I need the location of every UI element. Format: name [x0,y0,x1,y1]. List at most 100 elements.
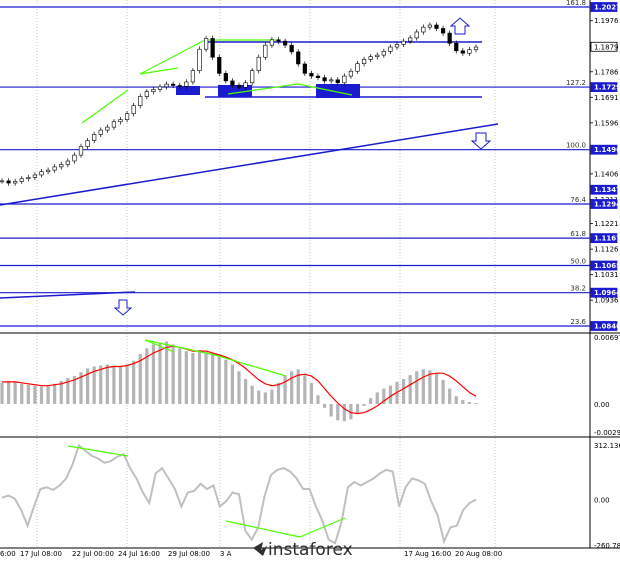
macd-bar [13,381,17,404]
candle [138,96,143,106]
cci-tick-label: 0.00 [594,496,610,504]
candle [177,85,182,87]
macd-bar [138,354,142,404]
macd-bar [415,371,419,404]
candle [164,83,169,88]
macd-bar [316,395,320,404]
candle [289,44,294,53]
macd-bar [79,372,83,404]
macd-bar [401,378,406,404]
macd-bar [441,379,445,404]
candle [394,44,400,48]
macd-tick-label: -0.00292 [594,429,620,437]
macd-divergence-lines [144,339,287,377]
price-tag [590,82,618,92]
macd-bar [224,359,228,404]
macd-bar [290,371,294,404]
macd-signal-line [2,345,477,415]
price-tag [590,184,618,195]
candle [335,79,340,84]
macd-bar [85,368,90,404]
y-tick-label: 1.1031 [594,271,619,279]
macd-bar [250,385,254,404]
candle [85,140,90,147]
x-tick-label: 20 Aug 08:00 [455,550,502,558]
macd-bar [448,388,452,404]
macd-bar [132,360,136,404]
candle [256,56,261,71]
macd-bar [53,383,57,404]
ascending-trend-line [0,123,499,206]
macd-bar [382,388,386,404]
candle [39,171,44,176]
macd-bar [336,403,340,421]
candle [131,105,136,114]
candle [282,40,288,46]
candle [230,80,235,86]
macd-bar [408,375,412,404]
price-tag-label: 1.1879 [594,43,619,51]
macd-bar [355,403,360,414]
macd-bar [349,403,353,420]
fib-level-label: 76.4 [570,196,586,204]
candle [6,180,11,184]
cci-pane [1,443,477,545]
candle [0,180,5,183]
price-tag-label: 1.0964 [594,289,620,297]
x-tick-label: 24 Jul 16:00 [118,550,160,558]
price-tag-label: 1.2027 [594,4,620,12]
x-tick-label: 17 Aug 16:00 [404,550,451,558]
candle [329,79,334,82]
candle [171,83,176,86]
fib-level-label: 23.6 [570,318,586,326]
macd-bar [257,390,261,404]
price-tag-label: 1.1496 [594,146,620,154]
macd-bar [125,364,129,404]
y-tick-label: 1.1786 [594,68,619,76]
candle [302,63,307,74]
down-arrow-icon [470,132,492,150]
candle [111,121,117,128]
x-tick-label: 3 A [220,550,232,558]
watermark: instaforex [253,540,353,560]
candle [151,89,156,92]
macd-bar [178,348,182,404]
y-tick-label: 1.1126 [594,246,619,254]
macd-tick-label: 0.00697 [594,334,620,342]
macd-bar [39,386,44,404]
candle [381,51,386,56]
candle [78,146,84,156]
price-tag-label: 1.1294 [594,200,620,208]
y-tick-label: 1.1221 [594,220,619,228]
logo-icon [253,542,267,556]
macd-bar [322,403,327,408]
price-tag [590,233,618,244]
cci-divergence-lines [67,445,346,538]
candle [368,56,373,60]
macd-bar [184,351,188,404]
candle [473,46,479,51]
candle [348,70,354,77]
candle [197,48,202,71]
candle [210,38,215,58]
small-trend-line [0,291,136,299]
candle [236,84,242,88]
vertical-grid [36,0,496,548]
macd-bar [474,402,478,404]
macd-bar [375,392,379,404]
x-tick-label: 17 Jul 08:00 [20,550,62,558]
macd-bar [342,403,346,422]
cci-line [1,443,477,545]
candle [203,38,209,50]
candle [45,169,51,173]
fib-level-label: 38.2 [570,285,586,293]
candle [72,154,77,162]
candle [375,54,380,58]
macd-bar [434,373,439,404]
candle [440,28,446,34]
candle [65,160,70,165]
macd-bar [33,385,37,404]
macd-bar [72,376,77,404]
macd-bar [158,342,162,404]
macd-bar [217,356,221,404]
